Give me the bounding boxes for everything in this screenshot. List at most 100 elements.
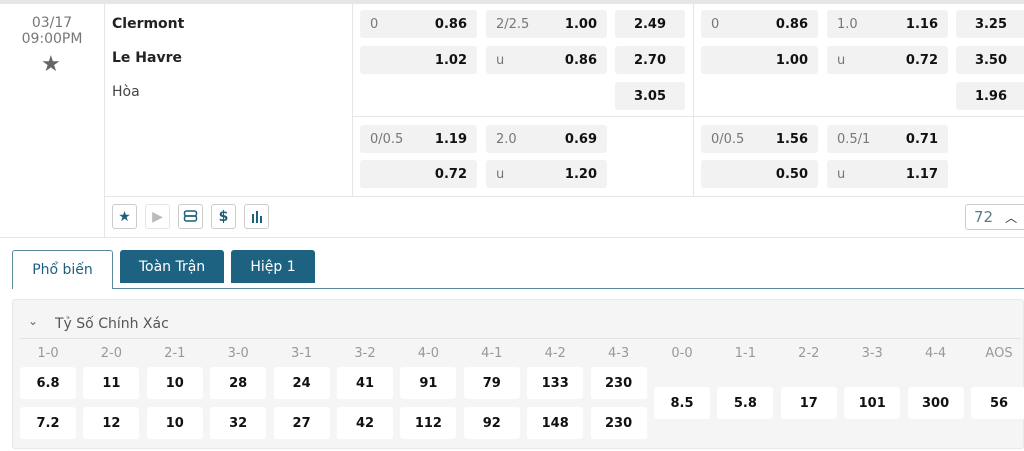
top-border	[0, 0, 1024, 4]
over-under-odds-cell[interactable]: u 1.20	[486, 160, 607, 188]
odds-value: 2.49	[633, 16, 667, 32]
1x2-odds-cell[interactable]: 3.05	[615, 82, 685, 110]
total-line: 1.0	[837, 16, 858, 32]
score-odds-cell[interactable]: 10	[146, 367, 203, 399]
score-odds-cell[interactable]: 79	[463, 367, 520, 399]
1x2-odds-cell[interactable]: 2.70	[615, 46, 685, 74]
handicap-odds-cell[interactable]: 1.02	[360, 46, 477, 74]
score-odds-cell[interactable]: 42	[337, 407, 393, 439]
odds-value: 0.72	[434, 166, 467, 182]
handicap-odds-cell[interactable]: 0/0.5 1.56	[701, 125, 818, 153]
divider	[20, 338, 1020, 339]
divider	[352, 4, 353, 196]
handicap-line: 0/0.5	[370, 131, 404, 147]
score-odds-cell[interactable]: 32	[210, 407, 267, 439]
odds-value: 10	[165, 375, 184, 391]
more-markets-button[interactable]: 72 ︿	[965, 204, 1024, 230]
odds-value: 91	[419, 375, 438, 391]
score-odds-cell[interactable]: 101	[844, 387, 901, 419]
score-header: 1-0	[37, 346, 59, 361]
handicap-line: 0	[711, 16, 720, 32]
divider	[0, 237, 1024, 238]
score-header: 4-2	[544, 346, 566, 361]
over-under-odds-cell[interactable]: 2/2.5 1.00	[486, 10, 607, 38]
section-title[interactable]: Tỷ Số Chính Xác	[55, 316, 169, 332]
dollar-icon[interactable]: $	[211, 204, 236, 229]
odds-value: 17	[799, 395, 818, 411]
odds-value: 1.16	[905, 16, 938, 32]
odds-value: 5.8	[733, 395, 757, 411]
score-odds-cell[interactable]: 10	[146, 407, 203, 439]
score-odds-cell[interactable]: 6.8	[20, 367, 76, 399]
score-header: 3-3	[861, 346, 883, 361]
score-odds-cell[interactable]: 230	[590, 367, 647, 399]
odds-value: 0.50	[775, 166, 808, 182]
score-header: 3-2	[354, 346, 376, 361]
score-odds-cell[interactable]: 11	[83, 367, 140, 399]
handicap-odds-cell[interactable]: 0 0.86	[701, 10, 818, 38]
chevron-down-icon[interactable]: ⌄	[28, 314, 39, 328]
score-odds-cell[interactable]: 7.2	[20, 407, 76, 439]
handicap-odds-cell[interactable]: 0 0.86	[360, 10, 477, 38]
handicap-line: 0/0.5	[711, 131, 745, 147]
over-under-odds-cell[interactable]: u 0.72	[827, 46, 948, 74]
total-line: u	[837, 166, 846, 182]
star-icon[interactable]: ★	[41, 52, 61, 77]
score-odds-cell[interactable]: 133	[527, 367, 584, 399]
score-odds-cell[interactable]: 5.8	[717, 387, 774, 419]
score-odds-cell[interactable]: 12	[83, 407, 140, 439]
score-odds-cell[interactable]: 24	[273, 367, 330, 399]
over-under-odds-cell[interactable]: 1.0 1.16	[827, 10, 948, 38]
handicap-odds-cell[interactable]: 1.00	[701, 46, 818, 74]
tab-underline	[113, 288, 1024, 289]
odds-value: 27	[292, 415, 311, 431]
score-odds-cell[interactable]: 28	[210, 367, 267, 399]
score-header: 4-1	[481, 346, 503, 361]
odds-value: 56	[989, 395, 1009, 411]
divider	[104, 4, 105, 237]
handicap-odds-cell[interactable]: 0.72	[360, 160, 477, 188]
score-odds-cell[interactable]: 300	[907, 387, 964, 419]
bar-chart-icon[interactable]	[244, 204, 269, 229]
score-odds-cell[interactable]: 17	[780, 387, 837, 419]
1x2-odds-cell[interactable]: 3.50	[956, 46, 1024, 74]
odds-value: 24	[292, 375, 311, 391]
score-odds-cell[interactable]: 92	[463, 407, 520, 439]
odds-value: 1.19	[434, 131, 467, 147]
over-under-odds-cell[interactable]: u 0.86	[486, 46, 607, 74]
1x2-odds-cell[interactable]: 3.25	[956, 10, 1024, 38]
score-header: 4-3	[607, 346, 630, 361]
total-line: u	[837, 52, 846, 68]
tab-pho-bien[interactable]: Phổ biến	[12, 250, 113, 289]
score-odds-cell[interactable]: 91	[400, 367, 457, 399]
odds-value: 1.96	[974, 88, 1008, 104]
over-under-odds-cell[interactable]: u 1.17	[827, 160, 948, 188]
over-under-odds-cell[interactable]: 0.5/1 0.71	[827, 125, 948, 153]
odds-value: 7.2	[36, 415, 60, 431]
1x2-odds-cell[interactable]: 1.96	[956, 82, 1024, 110]
score-odds-cell[interactable]: 8.5	[654, 387, 710, 419]
score-odds-cell[interactable]: 56	[971, 387, 1024, 419]
handicap-odds-cell[interactable]: 0/0.5 1.19	[360, 125, 477, 153]
over-under-odds-cell[interactable]: 2.0 0.69	[486, 125, 607, 153]
score-odds-cell[interactable]: 230	[590, 407, 647, 439]
score-odds-cell[interactable]: 112	[400, 407, 457, 439]
score-odds-cell[interactable]: 41	[337, 367, 393, 399]
odds-value: 1.56	[775, 131, 808, 147]
odds-value: 230	[605, 375, 633, 391]
tab-toan-tran[interactable]: Toàn Trận	[120, 250, 224, 283]
handicap-odds-cell[interactable]: 0.50	[701, 160, 818, 188]
1x2-odds-cell[interactable]: 2.49	[615, 10, 685, 38]
star-icon[interactable]: ★	[112, 204, 137, 229]
odds-value: 6.8	[36, 375, 60, 391]
scroll-icon[interactable]	[178, 204, 203, 229]
odds-value: 41	[355, 375, 375, 391]
odds-value: 112	[414, 415, 442, 431]
score-odds-cell[interactable]: 148	[527, 407, 584, 439]
tab-hiep-1[interactable]: Hiệp 1	[231, 250, 315, 283]
play-icon[interactable]: ▶	[145, 204, 170, 229]
odds-value: 0.86	[434, 16, 467, 32]
score-odds-cell[interactable]: 27	[273, 407, 330, 439]
odds-value: 11	[102, 375, 121, 391]
total-line: u	[496, 52, 505, 68]
